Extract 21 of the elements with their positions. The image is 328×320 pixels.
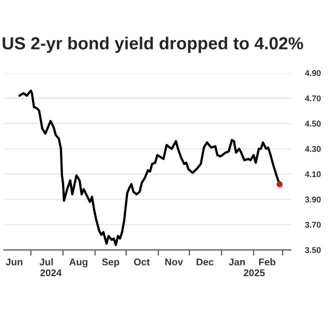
x-tick-label: Aug bbox=[69, 258, 88, 268]
y-tick-label: 4.30 bbox=[304, 146, 321, 152]
x-tick-label: Feb bbox=[259, 258, 276, 266]
x-tick-label: Dec bbox=[196, 258, 214, 266]
x-tick-label: Jun bbox=[6, 258, 22, 266]
y-tick-label: 3.50 bbox=[305, 247, 321, 254]
y-tick-label: 4.10 bbox=[304, 171, 321, 178]
y-tick-label: 4.70 bbox=[304, 95, 321, 102]
line-series bbox=[18, 90, 281, 246]
x-tick-label: Jan bbox=[228, 258, 245, 266]
x-tick-label: Sep bbox=[102, 258, 120, 268]
text: 2024 bbox=[40, 269, 62, 276]
y-tick-label: 3.90 bbox=[305, 196, 321, 202]
text: 2025 bbox=[244, 269, 265, 276]
x-tick-label: Oct bbox=[134, 258, 150, 266]
chart-title: US 2-yr bond yield dropped to 4.02% bbox=[2, 36, 304, 53]
x-tick-label: Jul bbox=[40, 258, 53, 266]
x-tick-label: Nov bbox=[165, 258, 183, 266]
y-tick-label: 4.50 bbox=[304, 120, 321, 127]
y-tick-label: 4.90 bbox=[304, 70, 321, 76]
y-tick-label: 3.70 bbox=[305, 222, 321, 228]
